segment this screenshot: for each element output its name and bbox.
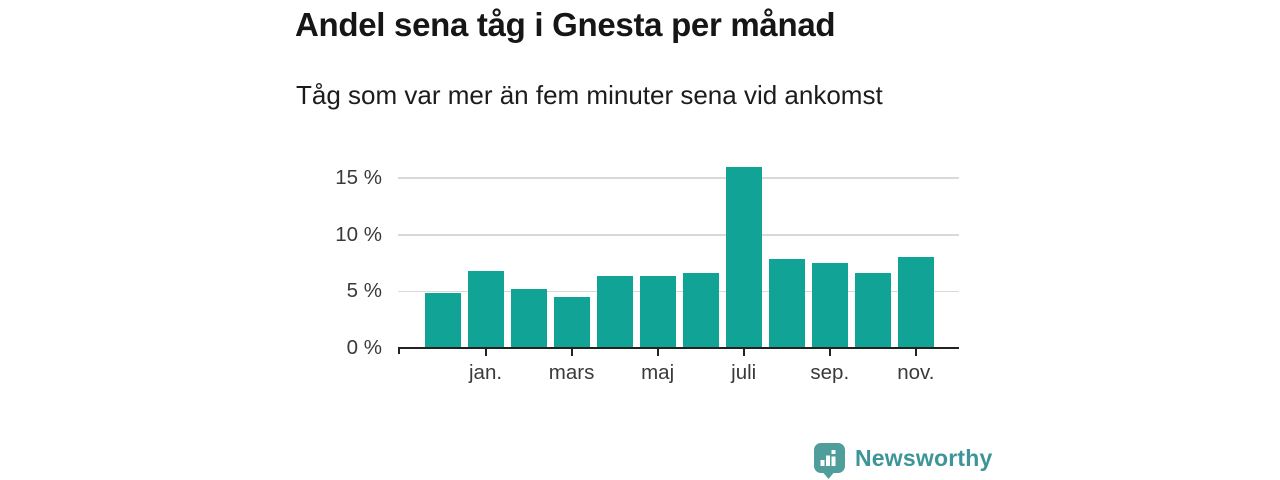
newsworthy-logo: Newsworthy (814, 443, 992, 479)
gridline (398, 177, 959, 179)
x-axis (398, 346, 959, 349)
x-tick-label: mars (548, 361, 595, 384)
x-tick (914, 349, 917, 356)
bar (639, 275, 676, 348)
bar (811, 263, 848, 348)
logo-exclamation-bar (831, 456, 836, 466)
axis-start-tick (398, 347, 400, 354)
bar (768, 258, 805, 348)
gridline (398, 290, 959, 293)
logo-bar-short (820, 460, 825, 466)
bar (424, 292, 461, 348)
bar (553, 297, 590, 348)
bar (510, 289, 547, 348)
x-tick-label: sep. (810, 361, 850, 384)
bar (467, 271, 504, 348)
x-tick-label: juli (731, 361, 757, 384)
x-tick-label: maj (641, 361, 675, 384)
bar (725, 166, 762, 348)
gridline (398, 234, 959, 236)
x-tick-label: jan. (468, 361, 503, 384)
chart-subtitle: Tåg som var mer än fem minuter sena vid … (296, 80, 883, 110)
newsworthy-logo-text: Newsworthy (855, 445, 993, 471)
y-tick-label: 10 % (335, 222, 382, 246)
bar (854, 273, 891, 348)
bar (682, 273, 719, 348)
logo-bar-tall (826, 455, 830, 466)
bar (897, 257, 934, 348)
x-tick (484, 349, 487, 356)
x-tick (742, 349, 745, 356)
bar (596, 275, 633, 348)
logo-exclamation-dot (831, 450, 836, 454)
y-tick-label: 0 % (346, 336, 382, 359)
newsworthy-logo-icon (814, 443, 845, 479)
x-tick (656, 349, 659, 356)
x-tick (570, 349, 573, 356)
chart-title: Andel sena tåg i Gnesta per månad (295, 6, 836, 43)
x-tick (828, 349, 831, 356)
y-tick-label: 15 % (335, 166, 382, 190)
x-tick-label: nov. (897, 361, 935, 384)
y-tick-label: 5 % (346, 279, 382, 303)
